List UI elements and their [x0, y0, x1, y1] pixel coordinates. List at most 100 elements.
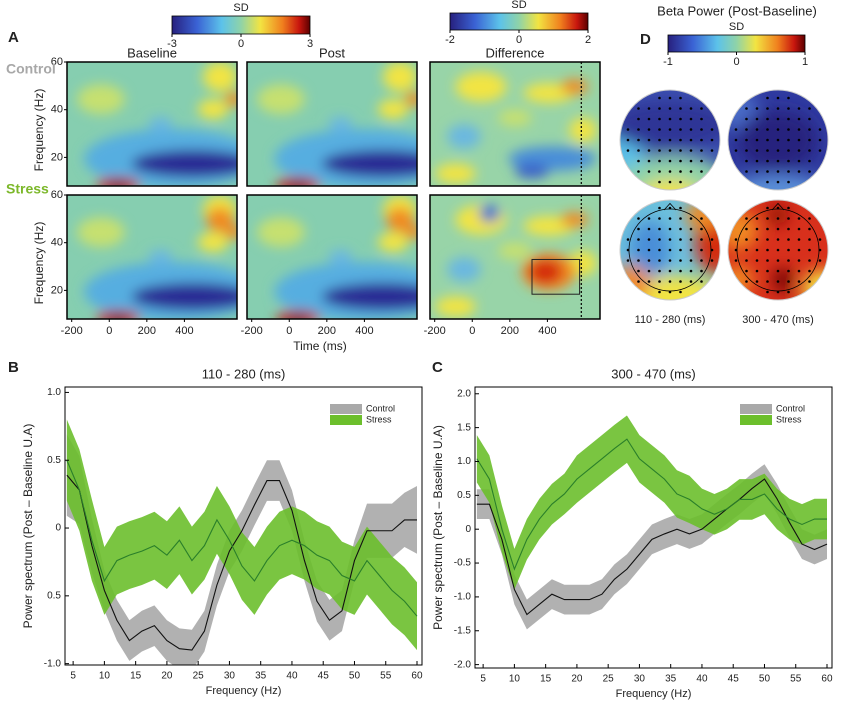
electrode	[668, 280, 672, 283]
electrode	[700, 248, 703, 252]
electrode	[745, 149, 748, 152]
electrode	[808, 238, 811, 241]
electrode	[818, 128, 822, 131]
electrode	[658, 269, 661, 273]
heatmap-blob	[328, 249, 353, 265]
heatmap-blob	[206, 207, 234, 233]
electrode	[755, 149, 759, 152]
axes-frame	[474, 386, 833, 669]
electrode	[797, 170, 801, 173]
x-tick-label: 55	[380, 671, 392, 682]
topomap-blob	[803, 270, 828, 300]
electrode	[776, 128, 780, 131]
y-axis-label: Power spectrum (Post – Baseline U.A)	[21, 424, 35, 629]
electrode	[766, 138, 769, 142]
electrode	[745, 138, 748, 142]
electrode	[797, 238, 801, 241]
mean-line	[66, 460, 418, 617]
y-tick-label: 40	[51, 237, 63, 249]
electrode	[658, 259, 661, 262]
electrode	[658, 290, 661, 294]
topomap-title: Beta Power (Post-Baseline)	[657, 3, 817, 18]
colorbar	[171, 15, 311, 35]
electrode	[787, 227, 790, 231]
legend-swatch	[330, 415, 362, 425]
electrode	[776, 290, 780, 294]
x-tick-label: 50	[759, 674, 771, 685]
y-tick-label: -1.0	[454, 592, 472, 603]
y-axis-label: Frequency (Hz)	[32, 222, 46, 305]
x-tick-label: 60	[411, 671, 423, 682]
electrode	[808, 128, 811, 131]
electrode	[797, 259, 801, 262]
heatmap-blob	[95, 177, 141, 186]
heatmap-panel	[430, 195, 600, 319]
y-tick-label: 0.5	[457, 490, 471, 501]
electrode	[710, 238, 714, 241]
electrode	[766, 206, 769, 210]
y-tick-label: 60	[51, 56, 63, 68]
colorbar-label: SD	[511, 0, 526, 11]
heatmap-field	[435, 71, 597, 184]
electrode	[710, 259, 714, 262]
electrode	[755, 117, 759, 121]
colorbar-tick-label: 1	[802, 56, 808, 68]
y-tick-label: -1.0	[44, 658, 62, 669]
y-tick-label: 2.0	[457, 388, 471, 399]
electrode	[668, 290, 672, 294]
electrode	[658, 149, 661, 152]
electrode	[668, 96, 672, 100]
x-tick-label: 400	[175, 325, 193, 337]
electrode	[745, 117, 748, 121]
electrode	[776, 217, 780, 220]
heatmap-blob	[560, 212, 589, 228]
electrode	[668, 138, 672, 142]
topomap	[728, 90, 828, 190]
heatmap-blob	[287, 315, 309, 319]
electrode	[658, 227, 661, 231]
electrode	[776, 280, 780, 283]
electrode	[658, 138, 661, 142]
electrode	[755, 238, 759, 241]
y-tick-label: 1.0	[47, 387, 61, 398]
electrode	[679, 280, 682, 283]
topomap-blob	[620, 100, 720, 150]
x-tick-label: 400	[355, 325, 373, 337]
electrode	[818, 149, 822, 152]
electrode	[637, 117, 640, 121]
electrode	[818, 238, 822, 241]
electrode	[647, 170, 651, 173]
heatmap-blob	[148, 249, 173, 265]
electrode	[766, 180, 769, 184]
electrode	[787, 238, 790, 241]
column-title: Difference	[485, 45, 544, 60]
x-tick-label: 40	[696, 674, 708, 685]
electrode	[679, 217, 682, 220]
electrode	[808, 170, 811, 173]
electrode	[745, 248, 748, 252]
topomap	[620, 90, 720, 190]
heatmap-blob	[405, 91, 417, 107]
heatmap-panel	[430, 62, 600, 186]
topomap-blob	[773, 268, 793, 292]
electrode	[647, 159, 651, 163]
electrode	[766, 170, 769, 173]
axes-frame	[64, 386, 423, 666]
electrode	[734, 238, 738, 241]
electrode	[668, 180, 672, 184]
electrode	[658, 170, 661, 173]
electrode	[776, 149, 780, 152]
electrode	[797, 280, 801, 283]
electrode	[734, 248, 738, 252]
heatmap-blob	[77, 217, 125, 248]
electrode	[689, 128, 693, 131]
electrode	[626, 138, 630, 142]
electrode	[689, 117, 693, 121]
electrode	[787, 290, 790, 294]
electrode	[647, 280, 651, 283]
electrode	[787, 206, 790, 210]
electrode	[745, 259, 748, 262]
electrode	[689, 217, 693, 220]
colorbar	[667, 34, 806, 53]
topomap-rim	[727, 199, 829, 301]
